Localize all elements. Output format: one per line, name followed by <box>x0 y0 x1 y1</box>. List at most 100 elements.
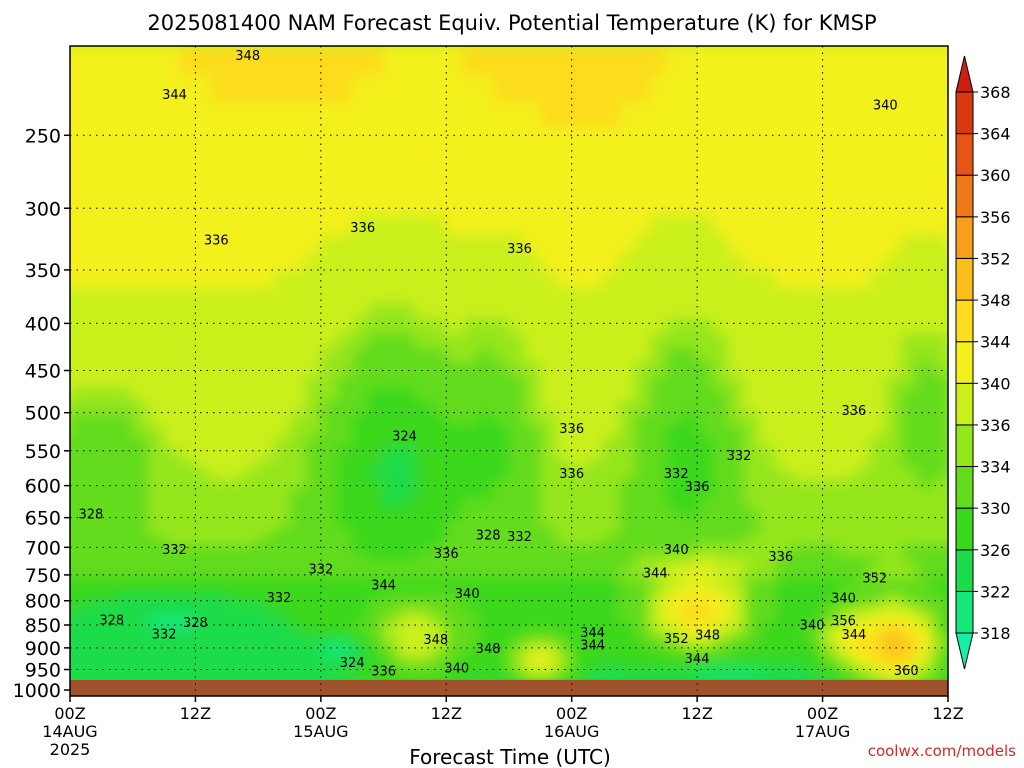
field-cell <box>556 629 573 638</box>
field-cell <box>242 101 260 129</box>
field-cell <box>493 424 510 437</box>
field-cell <box>618 663 636 671</box>
field-cell <box>273 46 291 76</box>
field-cell <box>697 636 714 645</box>
field-cell <box>681 629 699 638</box>
field-cell <box>164 374 181 389</box>
field-cell <box>289 46 307 76</box>
field-cell <box>367 517 385 528</box>
field-cell <box>179 615 197 624</box>
field-cell <box>587 424 605 437</box>
field-cell <box>618 544 636 554</box>
field-cell <box>226 535 244 546</box>
field-cell <box>164 636 181 645</box>
field-cell <box>414 468 432 480</box>
field-cell <box>775 544 793 554</box>
field-cell <box>164 488 181 500</box>
field-cell <box>462 561 479 571</box>
field-cell <box>618 361 636 376</box>
field-cell <box>540 636 558 645</box>
field-cell <box>759 569 777 579</box>
field-cell <box>838 544 855 554</box>
field-cell <box>273 553 291 563</box>
field-cell <box>853 214 871 236</box>
field-cell <box>195 650 213 658</box>
field-cell <box>477 101 495 129</box>
field-cell <box>164 600 181 610</box>
field-cell <box>618 615 636 624</box>
field-cell <box>352 615 369 624</box>
field-cell <box>273 74 291 103</box>
field-cell <box>524 478 542 490</box>
field-cell <box>775 636 793 645</box>
field-cell <box>634 650 652 658</box>
field-cell <box>477 458 495 470</box>
field-cell <box>148 622 166 631</box>
field-cell <box>273 127 291 152</box>
field-cell <box>70 252 87 271</box>
field-cell <box>430 447 448 460</box>
field-cell <box>603 101 620 129</box>
field-cell <box>540 675 558 683</box>
field-cell <box>618 333 636 349</box>
field-cell <box>101 478 119 490</box>
field-cell <box>697 561 714 571</box>
field-cell <box>242 577 260 587</box>
field-cell <box>697 669 714 677</box>
field-cell <box>414 629 432 638</box>
field-cell <box>979 608 996 616</box>
field-cell <box>759 361 777 376</box>
field-cell <box>242 643 260 652</box>
field-cell <box>273 101 291 129</box>
field-cell <box>352 234 369 254</box>
field-cell <box>305 194 322 216</box>
field-cell <box>853 498 871 510</box>
field-cell <box>352 436 369 449</box>
field-cell <box>791 173 808 196</box>
field-cell <box>258 478 275 490</box>
field-cell <box>759 656 777 665</box>
field-cell <box>305 447 322 460</box>
field-cell <box>383 526 401 537</box>
field-cell <box>665 675 683 683</box>
field-cell <box>775 269 793 288</box>
field-cell <box>681 643 699 652</box>
field-cell <box>289 526 307 537</box>
field-cell <box>85 447 103 460</box>
field-cell <box>540 669 558 677</box>
field-cell <box>493 458 510 470</box>
field-cell <box>853 585 871 595</box>
field-cell <box>665 333 683 349</box>
field-cell <box>759 517 777 528</box>
field-cell <box>414 458 432 470</box>
field-cell <box>383 194 401 216</box>
field-cell <box>367 629 385 638</box>
field-cell <box>414 650 432 658</box>
field-cell <box>665 650 683 658</box>
field-cell <box>430 663 448 671</box>
field-cell <box>273 361 291 376</box>
field-cell <box>101 615 119 624</box>
field-cell <box>822 214 840 236</box>
field-cell <box>806 577 824 587</box>
field-cell <box>101 400 119 414</box>
field-cell <box>226 347 244 363</box>
field-cell <box>634 585 652 595</box>
field-cell <box>791 585 808 595</box>
field-cell <box>603 553 620 563</box>
contour-label: 352 <box>862 572 887 587</box>
x-axis-label: Forecast Time (UTC) <box>409 745 611 768</box>
field-cell <box>383 643 401 652</box>
field-cell <box>806 663 824 671</box>
field-cell <box>885 46 902 76</box>
field-cell <box>806 436 824 449</box>
field-cell <box>132 643 150 652</box>
field-cell <box>932 669 948 677</box>
field-cell <box>289 424 307 437</box>
field-cell <box>493 656 510 665</box>
field-cell <box>493 643 510 652</box>
field-cell <box>117 636 134 645</box>
field-cell <box>869 468 887 480</box>
field-cell <box>336 234 354 254</box>
field-cell <box>148 269 166 288</box>
